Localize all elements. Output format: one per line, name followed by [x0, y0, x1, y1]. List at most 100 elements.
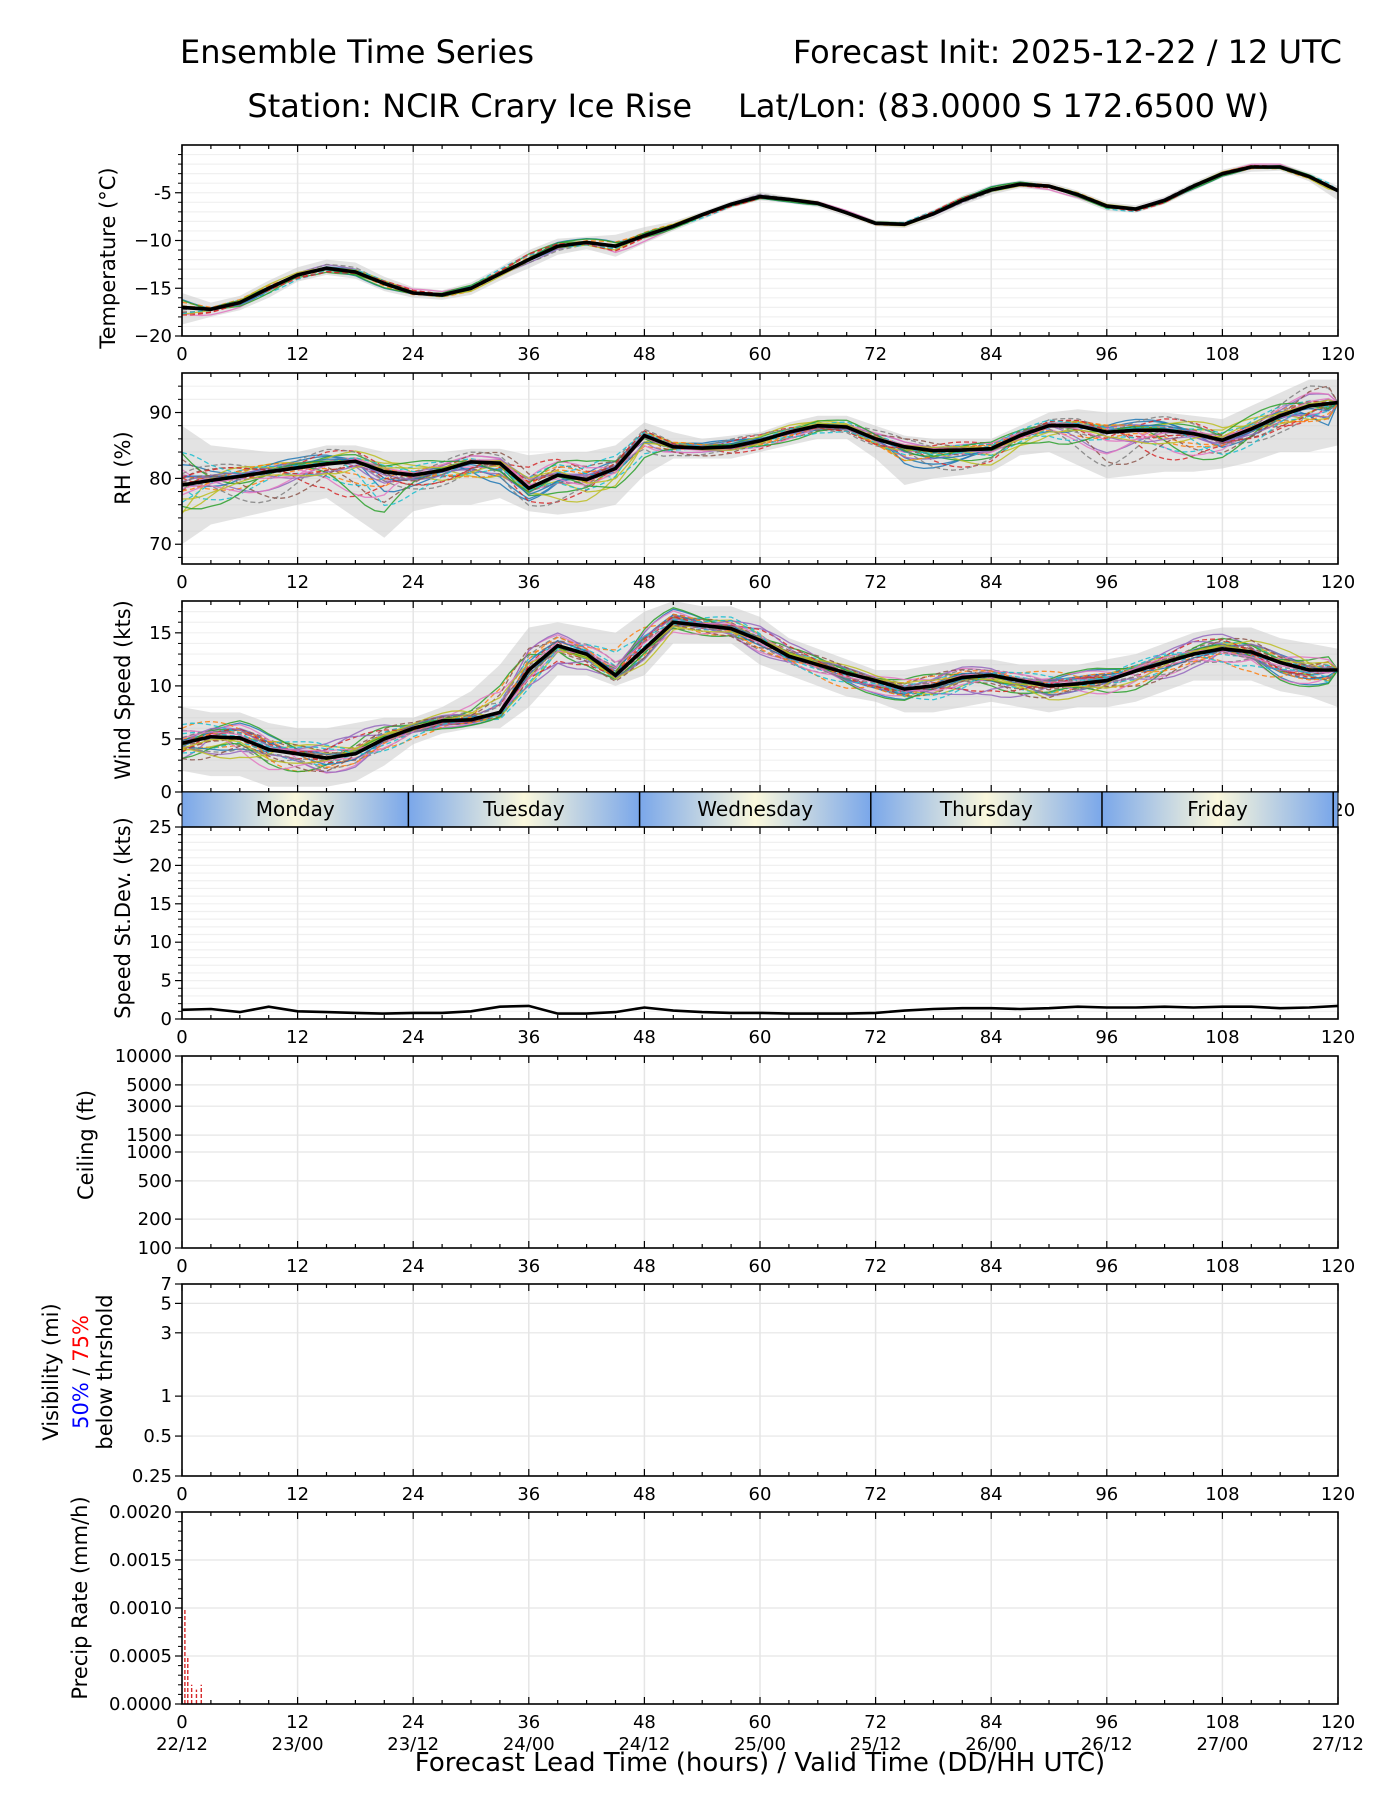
ceiling-xtick-label: 72 [864, 1256, 887, 1277]
visibility-xtick-label: 96 [1095, 1484, 1118, 1505]
rh-xtick-label: 12 [286, 572, 309, 593]
precip-xtick-label: 0 [176, 1712, 187, 1733]
stdev-ytick-label: 20 [149, 855, 172, 876]
ceiling-ytick-label: 10000 [115, 1046, 172, 1067]
stdev-xtick-label: 60 [749, 1027, 772, 1048]
day-segment [870, 792, 1102, 827]
visibility-below-label: below thrshold [93, 1294, 117, 1449]
valid-time-label: 26/12 [1081, 1734, 1133, 1755]
precip-xtick-label: 48 [633, 1712, 656, 1733]
temperature-xtick-label: 12 [286, 344, 309, 365]
station-title: Station: NCIR Crary Ice Rise [247, 87, 692, 125]
rh-xtick-label: 108 [1205, 572, 1239, 593]
x-axis-label: Forecast Lead Time (hours) / Valid Time … [415, 1748, 1105, 1778]
precip-y-label: Precip Rate (mm/h) [68, 1496, 92, 1699]
temperature-xtick-label: 60 [749, 344, 772, 365]
precip-ytick-label: 0.0015 [109, 1550, 172, 1571]
rh-y-label: RH (%) [111, 431, 135, 504]
rh-xtick-label: 96 [1095, 572, 1118, 593]
visibility-threshold-label: 50% / 75% [69, 1315, 93, 1429]
ceiling-xtick-label: 96 [1095, 1256, 1118, 1277]
stdev-ytick-label: 15 [149, 894, 172, 915]
rh-spread-band [182, 379, 1338, 545]
day-label: Monday [256, 797, 335, 821]
stdev-xtick-label: 36 [517, 1027, 540, 1048]
ceiling-xtick-label: 0 [176, 1256, 187, 1277]
precip-xtick-label: 72 [864, 1712, 887, 1733]
ceiling-xtick-label: 24 [402, 1256, 425, 1277]
temperature-xtick-label: 96 [1095, 344, 1118, 365]
rh-xtick-label: 120 [1321, 572, 1355, 593]
wind-member-line [181, 614, 1339, 766]
precip-xtick-label: 120 [1321, 1712, 1355, 1733]
visibility-ytick-label: 7 [161, 1274, 172, 1295]
temperature-mean-line [181, 165, 1339, 312]
wind-member-line [181, 625, 1339, 773]
title-left: Ensemble Time Series [180, 33, 534, 71]
stdev-xtick-label: 48 [633, 1027, 656, 1048]
valid-time-label: 23/12 [387, 1734, 439, 1755]
ceiling-y-label: Ceiling (ft) [74, 1090, 98, 1200]
visibility-xtick-label: 12 [286, 1484, 309, 1505]
ceiling-ytick-label: 1000 [126, 1142, 172, 1163]
visibility-xtick-label: 0 [176, 1484, 187, 1505]
day-segment [1101, 792, 1334, 827]
valid-time-label: 25/00 [734, 1734, 786, 1755]
rh-member-line [181, 401, 1339, 498]
valid-time-label: 25/12 [850, 1734, 902, 1755]
precip-ytick-label: 0.0020 [109, 1502, 172, 1523]
rh-ytick-label: 80 [149, 468, 172, 489]
visibility-ytick-label: 5 [161, 1293, 172, 1314]
day-label: Friday [1187, 797, 1248, 821]
rh-member-line [181, 401, 1339, 507]
visibility-ytick-label: 1 [161, 1386, 172, 1407]
wind-ytick-label: 10 [149, 676, 172, 697]
day-label: Tuesday [482, 797, 565, 821]
day-segment [408, 792, 640, 827]
title-right: Forecast Init: 2025-12-22 / 12 UTC [793, 33, 1342, 71]
rh-xtick-label: 0 [176, 572, 187, 593]
valid-time-label: 22/12 [156, 1734, 208, 1755]
stdev-xtick-label: 72 [864, 1027, 887, 1048]
rh-member-line [181, 400, 1339, 504]
ceiling-xtick-label: 12 [286, 1256, 309, 1277]
ceiling-xtick-label: 48 [633, 1256, 656, 1277]
rh-xtick-label: 48 [633, 572, 656, 593]
rh-ytick-label: 90 [149, 403, 172, 424]
visibility-y-label: Visibility (mi) [39, 1303, 63, 1440]
precip-xtick-label: 84 [980, 1712, 1003, 1733]
visibility-ytick-label: 0.5 [143, 1426, 172, 1447]
visibility-xtick-label: 48 [633, 1484, 656, 1505]
temperature-ytick-label: −10 [134, 231, 172, 252]
ceiling-xtick-label: 36 [517, 1256, 540, 1277]
temperature-xtick-label: 108 [1205, 344, 1239, 365]
wind-ytick-label: 0 [161, 782, 172, 803]
ceiling-ytick-label: 3000 [126, 1096, 172, 1117]
rh-xtick-label: 84 [980, 572, 1003, 593]
precip-ytick-label: 0.0010 [109, 1598, 172, 1619]
wind-ytick-label: 5 [161, 729, 172, 750]
temperature-spread-band [182, 163, 1338, 325]
precip-xtick-label: 24 [402, 1712, 425, 1733]
stdev-ytick-label: 10 [149, 932, 172, 953]
stdev-xtick-label: 0 [176, 1027, 187, 1048]
stdev-xtick-label: 120 [1321, 1027, 1355, 1048]
temperature-xtick-label: 72 [864, 344, 887, 365]
stdev-xtick-label: 84 [980, 1027, 1003, 1048]
valid-time-label: 24/00 [503, 1734, 555, 1755]
valid-time-label: 27/12 [1312, 1734, 1364, 1755]
temperature-ytick-label: -5 [154, 183, 172, 204]
ceiling-xtick-label: 60 [749, 1256, 772, 1277]
ceiling-ytick-label: 500 [138, 1171, 172, 1192]
stdev-xtick-label: 24 [402, 1027, 425, 1048]
ceiling-ytick-label: 5000 [126, 1075, 172, 1096]
precip-xtick-label: 96 [1095, 1712, 1118, 1733]
stdev-y-label: Speed St.Dev. (kts) [111, 817, 135, 1019]
day-segment-tail [1333, 792, 1338, 827]
precip-xtick-label: 60 [749, 1712, 772, 1733]
rh-xtick-label: 36 [517, 572, 540, 593]
ceiling-xtick-label: 84 [980, 1256, 1003, 1277]
temperature-xtick-label: 24 [402, 344, 425, 365]
stdev-xtick-label: 12 [286, 1027, 309, 1048]
rh-xtick-label: 24 [402, 572, 425, 593]
